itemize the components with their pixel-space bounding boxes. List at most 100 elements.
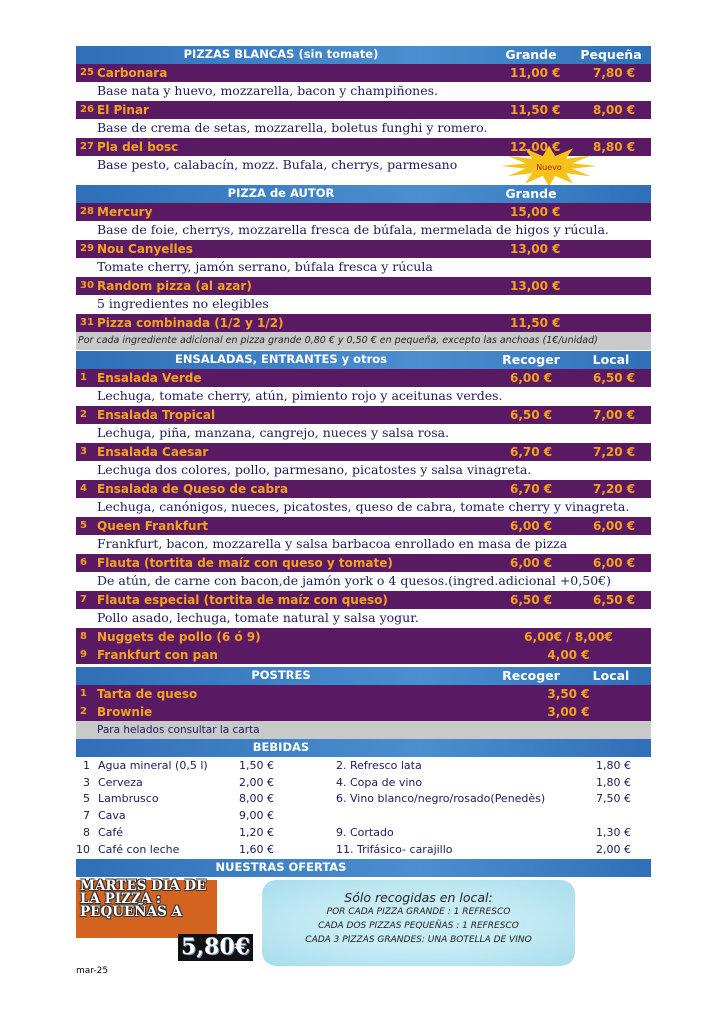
section-title: ENSALADAS, ENTRANTES y otros [175, 352, 387, 366]
item-bar: 5 Queen Frankfurt 6,00 € 6,00 € [76, 517, 651, 535]
column-label: Local [592, 352, 630, 367]
section-title: PIZZAS BLANCAS (sin tomate) [183, 47, 379, 61]
item-number: 7 [80, 594, 87, 605]
item-bar: 2 Ensalada Tropical 6,50 € 7,00 € [76, 406, 651, 424]
item-bar: 30 Random pizza (al azar) 13,00 € [76, 277, 651, 295]
offer-line: POR CADA PIZZA GRANDE : 1 REFRESCO [326, 907, 511, 917]
drink-price: 1,20 € [239, 825, 274, 839]
drink-price: 1,60 € [239, 842, 274, 856]
drink-name: Lambrusco [98, 792, 159, 806]
section-title: PIZZA de AUTOR [227, 186, 335, 200]
item-bar: 31 Pizza combinada (1/2 y 1/2) 11,50 € [76, 314, 651, 332]
offer-title: Sólo recogidas en local: [344, 890, 493, 905]
item-number: 6 [80, 557, 87, 568]
item-description: De atún, de carne con bacon,de jamón yor… [97, 573, 611, 588]
badge-star [501, 145, 597, 187]
item-price: 6,50 € [593, 371, 636, 385]
item-price: 13,00 € [510, 242, 561, 256]
item-number: 28 [80, 206, 94, 217]
section-note: Por cada ingrediente adicional en pizza … [76, 332, 651, 350]
item-price: 3,50 € [547, 687, 590, 701]
item-name: Nuggets de pollo (6 ó 9) [97, 630, 261, 644]
item-price: 6,00 € [593, 519, 636, 533]
item-description: Frankfurt, bacon, mozzarella y salsa bar… [97, 536, 568, 551]
item-description: Lechuga, canónigos, nueces, picatostes, … [97, 499, 630, 514]
item-bar: 2 Brownie 3,00 € [76, 703, 651, 721]
item-number: 2 [80, 409, 87, 420]
promo-text: MARTES DIA DE LA PIZZA : PEQUEÑAS A [80, 878, 207, 920]
drink-number: 8 [83, 825, 90, 839]
drink-price: 2,00 € [596, 842, 631, 856]
item-price: 6,50 € [510, 593, 553, 607]
section-header: PIZZAS BLANCAS (sin tomate) Grande Pequeña [76, 46, 651, 64]
item-bar: 9 Frankfurt con pan 4,00 € [76, 646, 651, 664]
drink-name: 11. Trifásico- carajillo [336, 842, 453, 856]
item-name: Flauta (tortita de maíz con queso y toma… [97, 556, 393, 570]
item-name: Carbonara [97, 66, 168, 80]
column-label: Recoger [502, 668, 560, 683]
item-number: 25 [80, 67, 94, 78]
drink-price: 1,80 € [596, 775, 631, 789]
item-price: 7,00 € [593, 408, 636, 422]
section-note: Para helados consultar la carta [76, 721, 651, 739]
item-description: Base nata y huevo, mozzarella, bacon y c… [97, 83, 439, 98]
item-price: 6,50 € [593, 593, 636, 607]
column-label: Grande [505, 47, 557, 62]
drink-name: Cerveza [98, 775, 143, 789]
item-description: 5 ingredientes no elegibles [97, 296, 269, 311]
item-number: 4 [80, 483, 87, 494]
item-price: 8,00 € [593, 103, 636, 117]
drink-number: 5 [83, 792, 90, 806]
item-price: 15,00 € [510, 205, 561, 219]
item-price: 6,70 € [510, 445, 553, 459]
item-name: Mercury [97, 205, 153, 219]
drink-name: 4. Copa de vino [336, 775, 423, 789]
item-price: 6,00 € [510, 556, 553, 570]
drink-name: Café [98, 825, 124, 839]
item-price: 6,00 € [510, 371, 553, 385]
drink-name: Café con leche [98, 842, 180, 856]
item-bar: 1 Tarta de queso 3,50 € [76, 685, 651, 703]
drink-name: 6. Vino blanco/negro/rosado(Penedès) [336, 792, 546, 806]
section-title: NUESTRAS OFERTAS [215, 860, 347, 875]
item-price: 3,00 € [547, 705, 590, 719]
item-name: Ensalada Caesar [97, 445, 209, 459]
item-name: Pla del bosc [97, 140, 179, 154]
item-name: Nou Canyelles [97, 242, 193, 256]
item-name: Flauta especial (tortita de maíz con que… [97, 593, 388, 607]
section-title: POSTRES [251, 668, 311, 682]
item-name: Tarta de queso [97, 687, 198, 701]
footer-date: mar-25 [76, 966, 109, 976]
item-price: 7,20 € [593, 482, 636, 496]
drink-price: 7,50 € [596, 792, 631, 806]
item-description: Base pesto, calabacín, mozz. Bufala, che… [97, 157, 458, 172]
column-label: Grande [505, 186, 557, 201]
column-label: Recoger [502, 352, 560, 367]
item-bar: 28 Mercury 15,00 € [76, 203, 651, 221]
drink-name: Cava [98, 809, 126, 823]
drink-name: Agua mineral (0,5 l) [98, 759, 208, 772]
item-description: Lechuga, piña, manzana, cangrejo, nueces… [97, 425, 450, 440]
note-text: Para helados consultar la carta [97, 724, 260, 736]
item-name: Frankfurt con pan [97, 648, 218, 662]
item-description: Base de foie, cherrys, mozzarella fresca… [97, 222, 609, 237]
item-price: 11,50 € [510, 103, 561, 117]
section-header: NUESTRAS OFERTAS [76, 859, 651, 878]
offer-line: CADA 3 PIZZAS GRANDES: UNA BOTELLA DE VI… [305, 935, 532, 945]
drink-number: 3 [83, 775, 90, 789]
item-bar: 6 Flauta (tortita de maíz con queso y tom… [76, 554, 651, 572]
item-name: Ensalada Verde [97, 371, 202, 385]
item-name: Random pizza (al azar) [97, 279, 252, 293]
drink-price: 9,00 € [239, 809, 274, 823]
item-price: 6,00 € [510, 519, 553, 533]
section-header: POSTRES Recoger Local [76, 667, 651, 685]
item-number: 27 [80, 141, 94, 152]
drink-price: 1,30 € [596, 825, 631, 839]
item-number: 1 [80, 372, 87, 383]
section-header: BEBIDAS [76, 739, 651, 757]
item-price: 7,20 € [593, 445, 636, 459]
item-bar: 25 Carbonara 11,00 € 7,80 € [76, 64, 651, 82]
drink-number: 10 [76, 842, 90, 856]
item-number: 26 [80, 104, 94, 115]
item-price: 6,00 € [593, 556, 636, 570]
